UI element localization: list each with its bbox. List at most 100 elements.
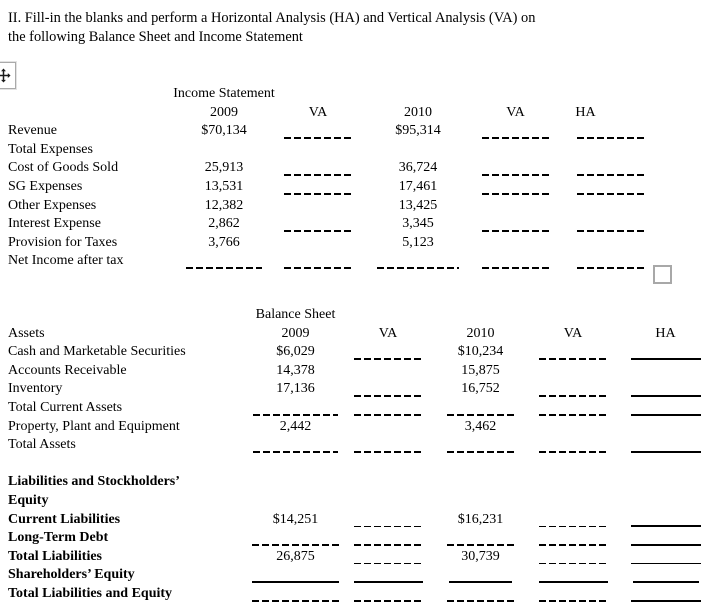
- fill-in-blank: [353, 581, 423, 583]
- fill-in-blank: [446, 451, 515, 453]
- fill-in-blank: [539, 544, 607, 546]
- fill-in-blank: [538, 581, 608, 583]
- fill-in-blank: [630, 395, 701, 397]
- column-header-va: VA: [506, 104, 525, 120]
- fill-in-blank: [449, 581, 512, 583]
- table-row: Long-Term Debt: [8, 530, 708, 549]
- table-cell: [248, 437, 343, 456]
- cell-value: 12,382: [204, 197, 244, 213]
- table-cell: 17,461: [368, 179, 468, 198]
- fill-in-blank: [539, 599, 607, 602]
- row-label: Provision for Taxes: [8, 234, 118, 250]
- table-cell: [468, 179, 563, 198]
- income-statement-table: Income Statement 2009 VA 2010 VA HA Reve…: [8, 86, 668, 272]
- row-label: Total Liabilities and Equity: [8, 585, 173, 601]
- table-cell: [343, 512, 433, 531]
- income-caption-row: Income Statement: [8, 86, 668, 105]
- liabilities-rows: Current Liabilities $14,251 $16,231 Long-Te…: [8, 512, 708, 605]
- table-cell: 13,425: [368, 198, 468, 217]
- fill-in-blank: [481, 137, 550, 139]
- fill-in-blank: [576, 137, 645, 139]
- table-cell: [343, 381, 433, 400]
- table-cell: [343, 363, 433, 382]
- table-cell: [468, 253, 563, 272]
- fill-in-blank: [630, 525, 701, 528]
- exercise-title-line2: the following Balance Sheet and Income S…: [8, 29, 303, 46]
- column-header-va: VA: [308, 104, 328, 120]
- fill-in-blank: [446, 413, 515, 416]
- table-row: SG Expenses 13,531 17,461: [8, 179, 668, 198]
- table-cell: [528, 586, 618, 605]
- table-cell: [618, 381, 711, 400]
- table-cell: 3,766: [180, 235, 268, 254]
- table-row: Provision for Taxes 3,766 5,123: [8, 235, 668, 254]
- balance-asset-rows: Cash and Marketable Securities $6,029 $10,…: [8, 344, 708, 456]
- table-cell: 13,531: [180, 179, 268, 198]
- table-cell: [468, 123, 563, 142]
- fill-in-blank: [481, 174, 550, 176]
- empty-checkbox[interactable]: [653, 265, 672, 284]
- table-row: Total Liabilities and Equity: [8, 586, 708, 605]
- table-cell: [433, 567, 528, 586]
- liabilities-section-title-line2: Equity: [8, 492, 49, 508]
- fill-in-blank: [576, 192, 645, 195]
- column-header-ha: HA: [575, 104, 596, 120]
- fill-in-blank: [354, 451, 422, 453]
- income-rows: Revenue $70,134 $95,314 Total Expenses Cost …: [8, 123, 668, 272]
- cell-value: 14,378: [276, 362, 315, 378]
- cell-value: 13,425: [398, 197, 438, 213]
- cell-value: $70,134: [201, 123, 247, 139]
- fill-in-blank: [630, 562, 701, 565]
- table-cell: [468, 160, 563, 179]
- table-cell: [343, 400, 433, 419]
- table-cell: 12,382: [180, 198, 268, 217]
- fill-in-blank: [481, 267, 550, 269]
- table-cell: [563, 142, 658, 161]
- table-cell: [343, 419, 433, 438]
- liabilities-section-title-line1: Liabilities and Stockholders’: [8, 474, 180, 490]
- exercise-title: II. Fill-in the blanks and perform a Hor…: [8, 9, 698, 48]
- table-row: Cost of Goods Sold 25,913 36,724: [8, 160, 668, 179]
- cell-value: 3,345: [402, 216, 434, 232]
- table-cell: [268, 198, 368, 217]
- table-cell: [433, 400, 528, 419]
- fill-in-blank: [284, 174, 352, 176]
- cell-value: $6,029: [276, 344, 315, 360]
- fill-in-blank: [630, 357, 701, 360]
- table-cell: [618, 437, 711, 456]
- column-header-va: VA: [563, 325, 583, 341]
- table-cell: [343, 567, 433, 586]
- table-cell: [528, 400, 618, 419]
- balance-sheet-table: Balance Sheet Assets 2009 VA 2010 VA HA …: [8, 307, 708, 605]
- row-label: Cost of Goods Sold: [8, 160, 119, 176]
- balance-header-row: Assets 2009 VA 2010 VA HA: [8, 326, 708, 345]
- table-cell: [618, 586, 711, 605]
- table-move-handle[interactable]: [0, 62, 16, 89]
- table-cell: [268, 179, 368, 198]
- table-cell: [268, 142, 368, 161]
- row-label: Total Current Assets: [8, 399, 123, 415]
- column-header-2010: 2010: [404, 104, 432, 120]
- row-label: Interest Expense: [8, 216, 101, 232]
- fill-in-blank: [284, 137, 352, 139]
- four-arrow-move-icon: [0, 68, 11, 83]
- cell-value: $10,234: [457, 344, 504, 360]
- table-cell: [248, 586, 343, 605]
- row-label: Property, Plant and Equipment: [8, 418, 180, 434]
- cell-value: 30,739: [461, 548, 500, 564]
- table-cell: 30,739: [433, 549, 528, 568]
- table-cell: $6,029: [248, 344, 343, 363]
- table-cell: 2,442: [248, 419, 343, 438]
- row-label: Cash and Marketable Securities: [8, 344, 186, 360]
- cell-value: 26,875: [276, 548, 315, 564]
- table-cell: [433, 586, 528, 605]
- fill-in-blank: [539, 358, 607, 360]
- row-label: Current Liabilities: [8, 511, 121, 527]
- fill-in-blank: [354, 395, 422, 397]
- fill-in-blank: [284, 267, 352, 269]
- table-cell: [268, 235, 368, 254]
- table-cell: [343, 437, 433, 456]
- cell-value: 5,123: [402, 234, 434, 250]
- table-cell: [563, 198, 658, 217]
- section-gap: [8, 456, 708, 475]
